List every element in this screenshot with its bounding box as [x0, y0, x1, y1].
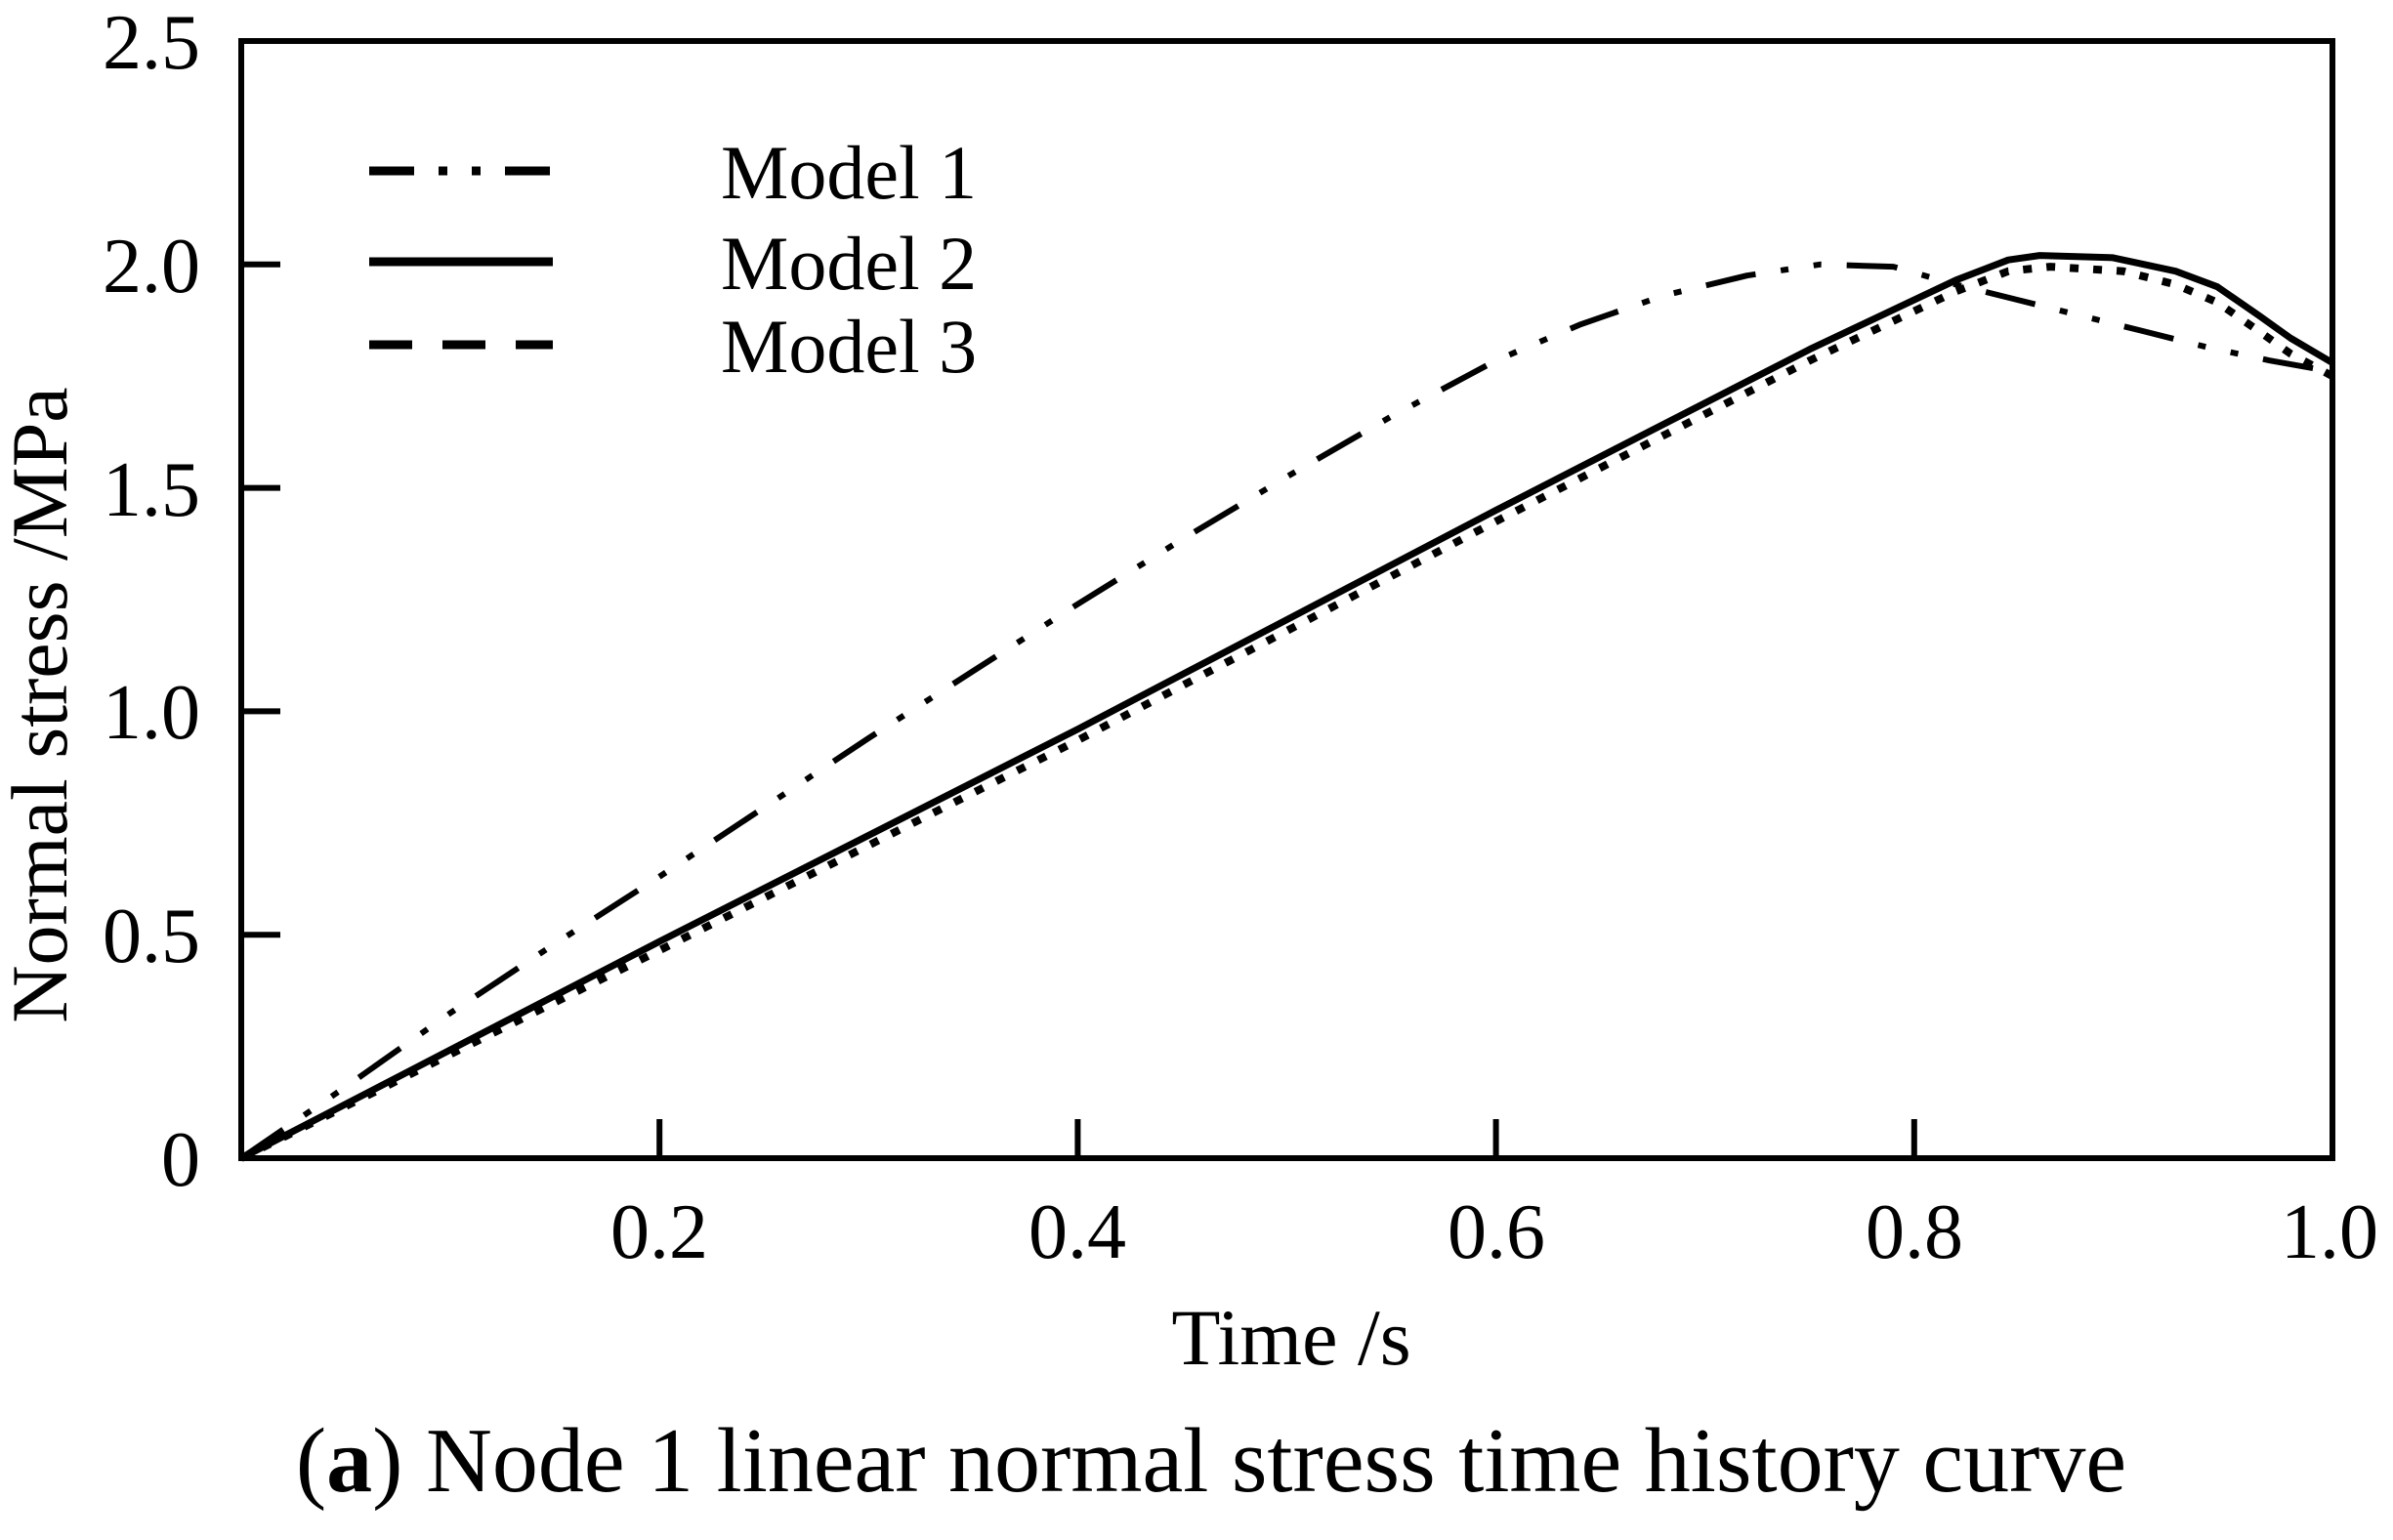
- figure-caption: (a) Node 1 linear normal stress time his…: [296, 1410, 2126, 1512]
- x-tick-label: 0.8: [1866, 1189, 1963, 1275]
- series-model-2-line: [239, 252, 2334, 1162]
- caption-bold-letter: a: [326, 1410, 372, 1512]
- series-model-3-line: [239, 263, 2334, 1162]
- x-tick-label: 0.6: [1448, 1189, 1545, 1275]
- x-tick-label: 0.4: [1029, 1189, 1126, 1275]
- x-tick-label: 1.0: [2281, 1189, 2378, 1275]
- legend-model-2-label: Model 2: [721, 221, 977, 306]
- y-tick-label: 0: [161, 1117, 200, 1203]
- y-tick-label: 1.5: [103, 447, 200, 533]
- legend-model-3-label: Model 3: [721, 304, 977, 389]
- legend: Model 1 Model 2 Model 3: [369, 130, 977, 389]
- series-model-1-line: [239, 261, 2333, 1161]
- x-axis-title: Time /s: [1171, 1293, 1410, 1382]
- y-tick-label: 1.0: [103, 670, 200, 756]
- y-tick-label: 0.5: [103, 894, 200, 979]
- y-axis-title: Normal stress /MPa: [0, 387, 84, 1022]
- legend-model-1-label: Model 1: [721, 130, 977, 215]
- plot-frame: [238, 38, 2335, 1161]
- y-tick-label: 2.0: [103, 224, 200, 310]
- y-tick-label: 2.5: [103, 0, 200, 86]
- caption-prefix: (: [296, 1410, 326, 1512]
- x-tick-label: 0.2: [610, 1189, 708, 1275]
- axis-ticks: [241, 38, 2335, 1161]
- caption-suffix: ) Node 1 linear normal stress time histo…: [372, 1410, 2126, 1512]
